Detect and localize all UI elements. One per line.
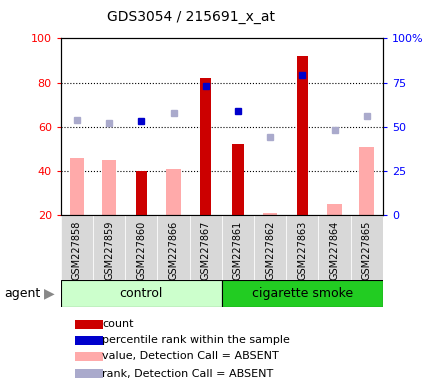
- Bar: [157, 215, 189, 280]
- Bar: [102, 160, 116, 215]
- Bar: [200, 78, 211, 215]
- Bar: [75, 352, 102, 361]
- Bar: [93, 215, 125, 280]
- Bar: [75, 320, 102, 329]
- Bar: [221, 215, 253, 280]
- Bar: [75, 336, 102, 344]
- Bar: [262, 213, 277, 215]
- Text: GSM227867: GSM227867: [201, 220, 210, 280]
- Bar: [253, 215, 286, 280]
- Text: GSM227859: GSM227859: [104, 220, 114, 280]
- Bar: [189, 215, 221, 280]
- Text: count: count: [102, 319, 133, 329]
- Text: rank, Detection Call = ABSENT: rank, Detection Call = ABSENT: [102, 369, 273, 379]
- Text: percentile rank within the sample: percentile rank within the sample: [102, 335, 289, 345]
- Text: GSM227864: GSM227864: [329, 220, 339, 280]
- Bar: [61, 215, 93, 280]
- Text: value, Detection Call = ABSENT: value, Detection Call = ABSENT: [102, 351, 278, 361]
- Text: GSM227865: GSM227865: [361, 220, 371, 280]
- Text: GSM227863: GSM227863: [297, 220, 306, 280]
- Bar: [166, 169, 181, 215]
- Bar: [135, 171, 147, 215]
- Bar: [61, 280, 221, 307]
- Bar: [296, 56, 307, 215]
- Text: GSM227866: GSM227866: [168, 220, 178, 280]
- Text: GSM227862: GSM227862: [265, 220, 274, 280]
- Bar: [221, 280, 382, 307]
- Text: GSM227861: GSM227861: [233, 220, 242, 280]
- Bar: [69, 158, 84, 215]
- Bar: [326, 204, 341, 215]
- Bar: [75, 369, 102, 378]
- Text: cigarette smoke: cigarette smoke: [251, 287, 352, 300]
- Bar: [286, 215, 318, 280]
- Bar: [318, 215, 350, 280]
- Bar: [125, 215, 157, 280]
- Bar: [358, 147, 373, 215]
- Text: GDS3054 / 215691_x_at: GDS3054 / 215691_x_at: [107, 10, 275, 23]
- Text: ▶: ▶: [43, 287, 54, 301]
- Bar: [232, 144, 243, 215]
- Text: control: control: [119, 287, 163, 300]
- Bar: [350, 215, 382, 280]
- Text: GSM227858: GSM227858: [72, 220, 82, 280]
- Text: GSM227860: GSM227860: [136, 220, 146, 280]
- Text: agent: agent: [4, 287, 40, 300]
